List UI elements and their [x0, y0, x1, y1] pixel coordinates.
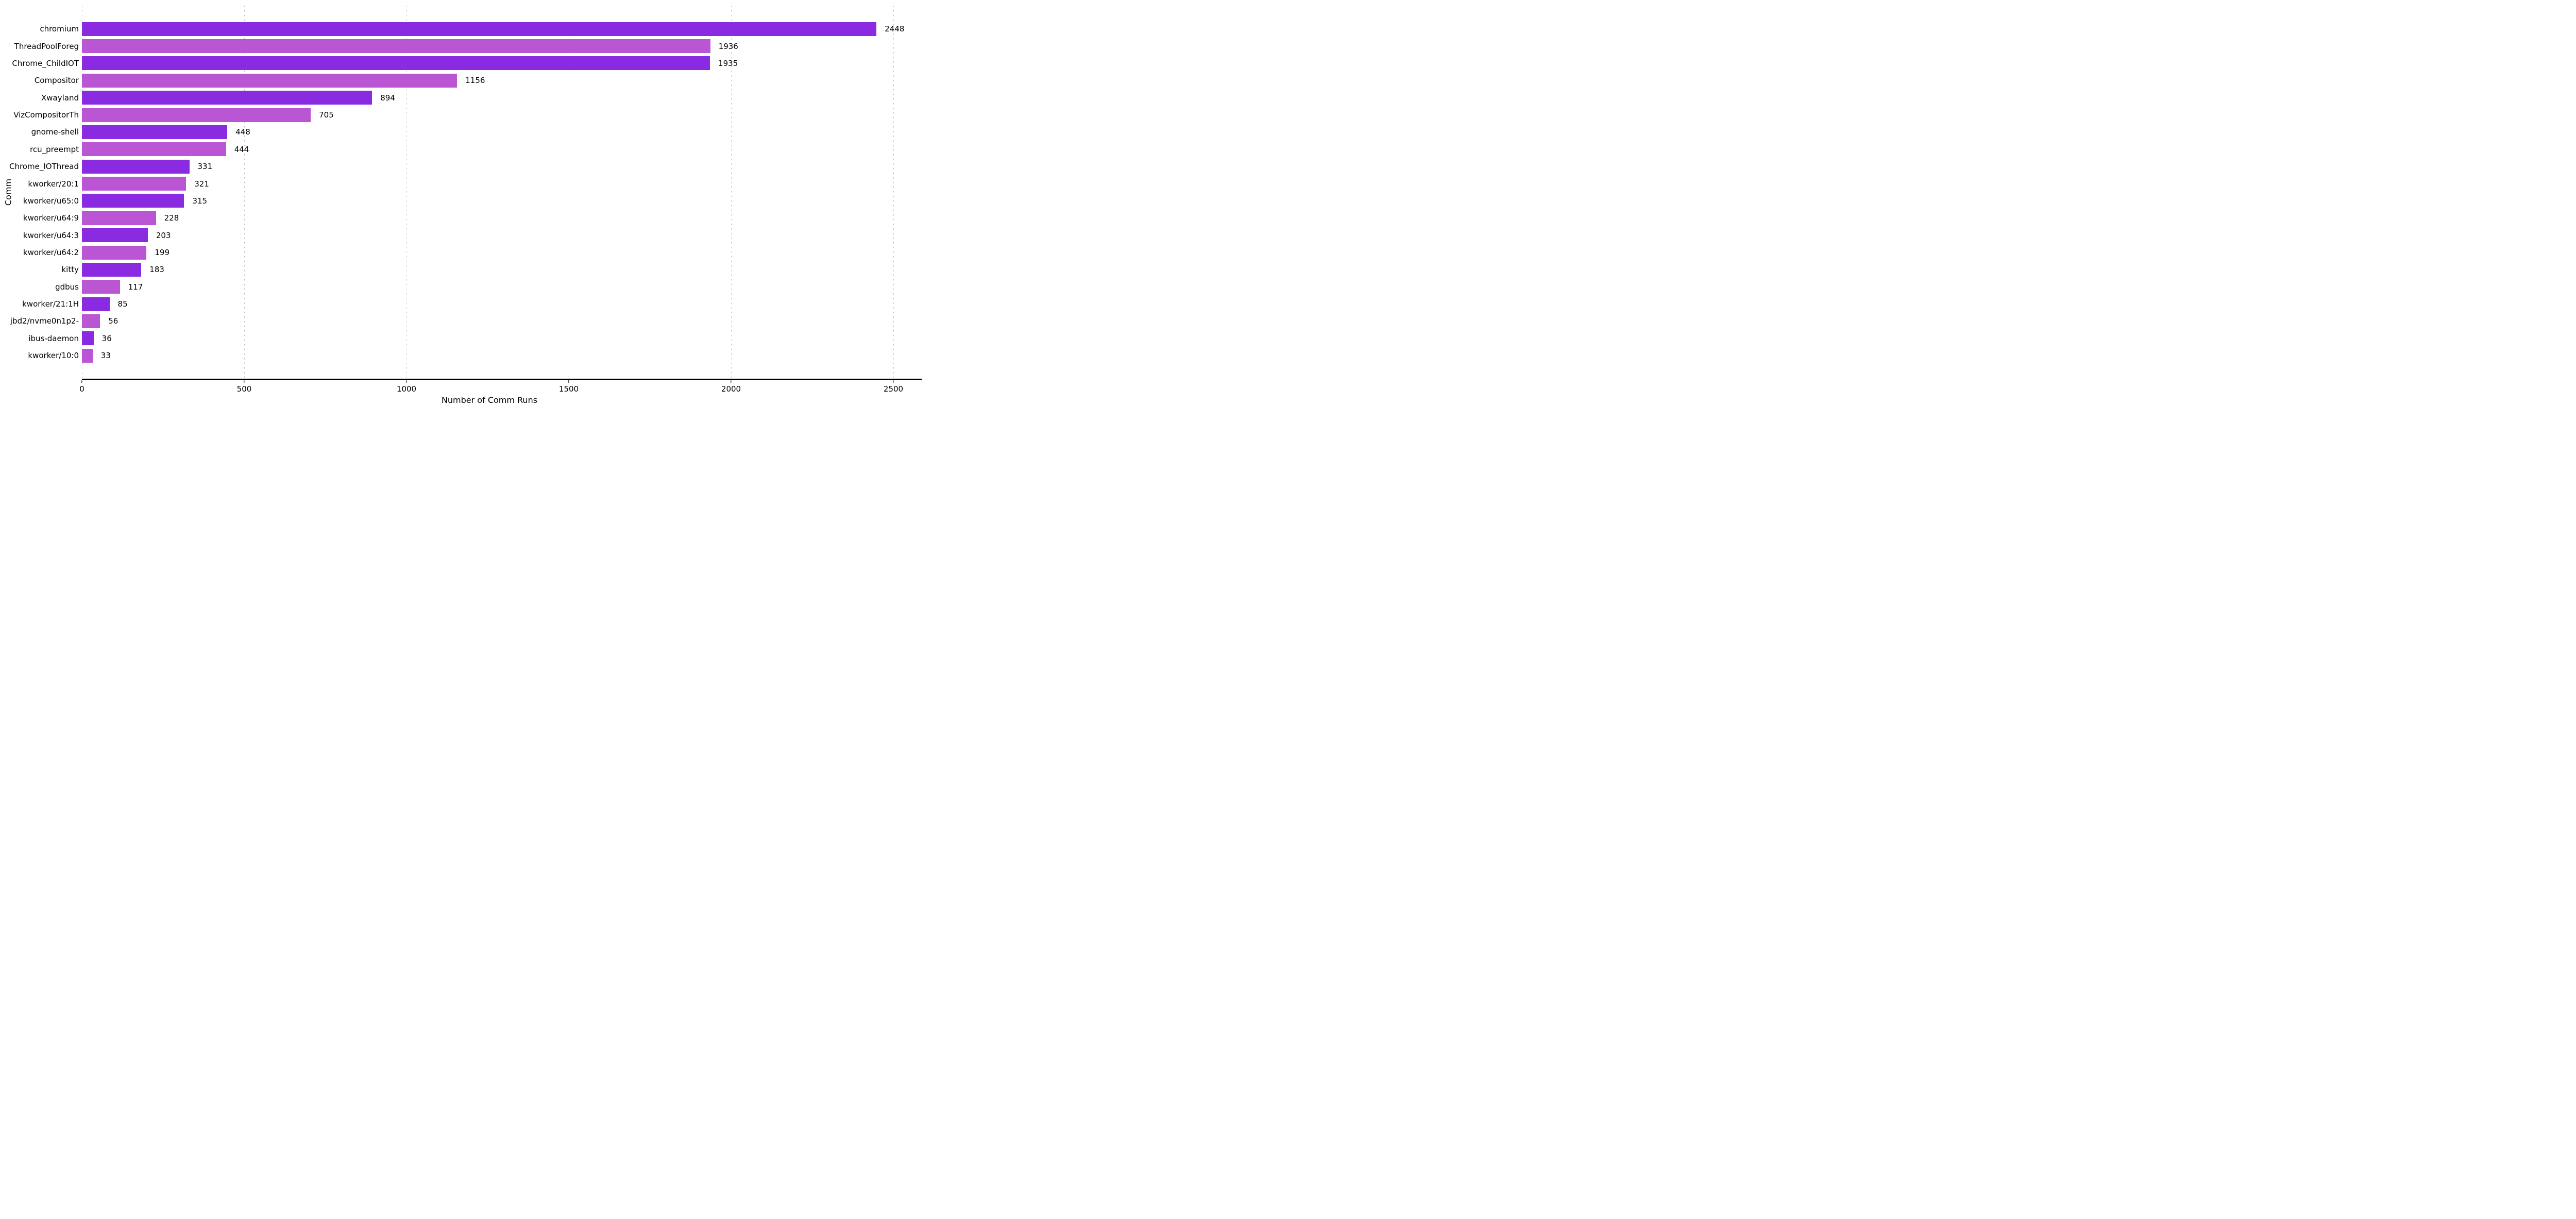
value-label-kworker/10:0: 33: [100, 351, 111, 361]
value-label-jbd2/nvme0n1p2-: 56: [108, 316, 118, 326]
category-label-ibus-daemon: ibus-daemon: [28, 333, 79, 343]
x-tick-0: [81, 380, 82, 383]
value-label-kworker/u64:9: 228: [164, 213, 179, 223]
category-label-chromium: chromium: [40, 24, 79, 34]
x-tick-label-2500: 2500: [883, 384, 904, 394]
value-label-kworker/20:1: 321: [194, 179, 209, 189]
bar-Compositor: [82, 73, 457, 88]
bar-ThreadPoolForeg: [82, 39, 710, 54]
category-label-ThreadPoolForeg: ThreadPoolForeg: [14, 41, 79, 51]
category-label-gdbus: gdbus: [55, 282, 79, 292]
value-label-Compositor: 1156: [465, 76, 485, 86]
category-label-Chrome_ChildIOT: Chrome_ChildIOT: [12, 58, 79, 68]
bar-kworker/u64:9: [82, 211, 156, 225]
value-label-rcu_preempt: 444: [234, 144, 249, 154]
bar-gdbus: [82, 280, 120, 294]
gridline-x-1000: [406, 6, 407, 379]
value-label-Xwayland: 894: [380, 93, 395, 103]
x-tick-label-500: 500: [236, 384, 252, 394]
bar-kworker/20:1: [82, 177, 187, 191]
bar-kworker/u64:3: [82, 228, 148, 243]
category-label-kitty: kitty: [61, 265, 79, 275]
category-label-Xwayland: Xwayland: [41, 93, 79, 103]
category-label-kworker/10:0: kworker/10:0: [28, 351, 79, 361]
category-label-kworker/u64:2: kworker/u64:2: [23, 248, 79, 257]
value-label-kworker/u64:2: 199: [155, 248, 170, 257]
value-label-ibus-daemon: 36: [101, 333, 112, 343]
x-axis-line: [82, 379, 922, 380]
category-label-kworker/u65:0: kworker/u65:0: [23, 196, 79, 206]
value-label-chromium: 2448: [885, 24, 905, 34]
x-tick-label-2000: 2000: [721, 384, 741, 394]
value-label-Chrome_IOThread: 331: [197, 162, 213, 172]
value-label-kworker/21:1H: 85: [117, 299, 128, 309]
x-tick-label-0: 0: [79, 384, 84, 394]
x-axis-title: Number of Comm Runs: [441, 395, 538, 405]
bar-Xwayland: [82, 91, 372, 105]
value-label-gnome-shell: 448: [235, 127, 250, 137]
bar-kitty: [82, 262, 142, 277]
category-label-kworker/21:1H: kworker/21:1H: [22, 299, 79, 309]
bar-chromium: [82, 22, 877, 36]
bar-rcu_preempt: [82, 142, 226, 157]
bar-kworker/21:1H: [82, 297, 110, 311]
x-tick-label-1000: 1000: [396, 384, 417, 394]
category-label-Chrome_IOThread: Chrome_IOThread: [9, 162, 79, 172]
x-tick-1500: [568, 380, 569, 383]
value-label-kitty: 183: [149, 265, 164, 275]
value-label-Chrome_ChildIOT: 1935: [718, 58, 738, 68]
category-label-kworker/u64:3: kworker/u64:3: [23, 230, 79, 240]
category-label-kworker/20:1: kworker/20:1: [28, 179, 79, 189]
bar-Chrome_ChildIOT: [82, 56, 710, 71]
category-label-Compositor: Compositor: [34, 76, 79, 86]
value-label-kworker/u65:0: 315: [192, 196, 208, 206]
gridline-x-2500: [893, 6, 894, 379]
gridline-x-2000: [731, 6, 732, 379]
value-label-kworker/u64:3: 203: [156, 230, 171, 240]
category-label-rcu_preempt: rcu_preempt: [30, 144, 79, 154]
comm-runs-bar-chart: 0 500 1000 1500 2000 2500 chromium 2448 ThreadPo…: [0, 0, 922, 407]
bar-kworker/u65:0: [82, 194, 184, 208]
bar-jbd2/nvme0n1p2-: [82, 314, 100, 328]
bar-gnome-shell: [82, 125, 228, 139]
value-label-VizCompositorTh: 705: [319, 110, 334, 120]
category-label-kworker/u64:9: kworker/u64:9: [23, 213, 79, 223]
bar-kworker/u64:2: [82, 245, 147, 260]
bar-ibus-daemon: [82, 331, 94, 346]
value-label-ThreadPoolForeg: 1936: [718, 41, 738, 51]
category-label-VizCompositorTh: VizCompositorTh: [13, 110, 79, 120]
x-tick-label-1500: 1500: [558, 384, 579, 394]
bar-VizCompositorTh: [82, 108, 311, 122]
bar-kworker/10:0: [82, 348, 93, 363]
category-label-jbd2/nvme0n1p2-: jbd2/nvme0n1p2-: [10, 316, 79, 326]
bar-Chrome_IOThread: [82, 159, 190, 174]
category-label-gnome-shell: gnome-shell: [31, 127, 79, 137]
gridline-x-500: [244, 6, 245, 379]
y-axis-title: Comm: [3, 178, 13, 206]
value-label-gdbus: 117: [128, 282, 143, 292]
